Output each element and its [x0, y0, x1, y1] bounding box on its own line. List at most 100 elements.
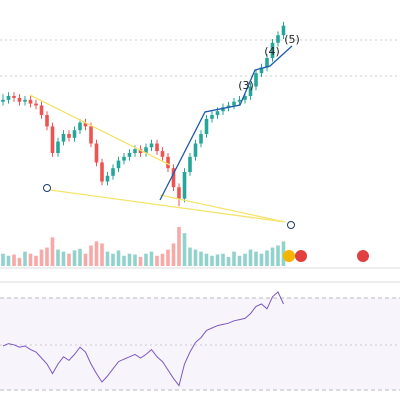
rsi-line: [2, 291, 284, 387]
candle-body: [199, 134, 203, 144]
volume-bar: [61, 251, 66, 266]
volume-bar: [83, 253, 88, 266]
volume-bar: [232, 251, 236, 266]
candle-body: [56, 141, 60, 153]
volume-bar: [100, 243, 104, 266]
volume-bar: [204, 253, 209, 266]
candle-body: [78, 122, 82, 131]
candle-body: [6, 96, 11, 100]
trend-line: [29, 94, 171, 166]
candle-body: [138, 149, 143, 153]
candle-body: [193, 143, 198, 157]
event-icon: [283, 250, 295, 262]
volume-bar: [270, 247, 275, 266]
marker: [43, 184, 51, 192]
volume-bar: [1, 253, 5, 266]
volume-bar: [182, 233, 187, 266]
volume-bar: [67, 253, 71, 266]
volume-bar: [34, 255, 38, 266]
candle-body: [111, 168, 115, 176]
candle-body: [39, 105, 44, 115]
candle-body: [166, 156, 170, 169]
wave-label: (3): [238, 79, 254, 92]
candle-body: [72, 130, 77, 138]
volume-bar: [28, 253, 33, 266]
volume-bar: [127, 253, 132, 266]
trend-line: [49, 189, 286, 223]
candle-body: [94, 143, 99, 163]
candle-body: [45, 115, 49, 127]
volume-bar: [276, 245, 280, 266]
volume-bar: [122, 255, 126, 266]
volume-bar: [243, 253, 247, 266]
volume-bar: [199, 251, 203, 266]
volume-bar: [171, 243, 176, 266]
candle-body: [61, 134, 66, 142]
candle-body: [221, 107, 225, 112]
candle-body: [149, 143, 154, 148]
candle-body: [237, 99, 242, 102]
volume-bar: [56, 249, 60, 266]
trend-line: [159, 194, 286, 223]
candle-body: [23, 99, 27, 102]
volume-bar: [111, 253, 115, 266]
candle-body: [89, 126, 93, 144]
candle-body: [265, 58, 269, 68]
volume-bar: [89, 245, 93, 266]
volume-bar: [105, 251, 110, 266]
candle-body: [177, 187, 181, 199]
volume-bar: [166, 249, 170, 266]
candle-body: [204, 118, 209, 134]
candle-body: [171, 168, 176, 188]
candle-body: [122, 156, 126, 161]
candle-body: [67, 134, 71, 138]
candle-body: [28, 99, 33, 104]
volume-bar: [193, 249, 198, 266]
volume-bar: [221, 253, 225, 266]
candle-body: [17, 97, 22, 102]
candle-body: [276, 35, 280, 43]
candle-body: [243, 96, 247, 100]
volume-bar: [72, 250, 77, 266]
volume-bar: [160, 253, 165, 266]
candle-body: [281, 25, 286, 36]
candle-body: [160, 151, 165, 157]
volume-bar: [12, 254, 16, 266]
candle-body: [50, 126, 55, 153]
volume-bar: [248, 249, 253, 266]
volume-bar: [116, 250, 121, 266]
volume-bar: [155, 255, 159, 266]
candle-body: [144, 147, 148, 153]
candle-body: [155, 143, 159, 152]
marker: [287, 221, 295, 229]
wave-label: (5): [284, 33, 300, 46]
flag-icon: [357, 250, 369, 262]
volume-bar: [133, 254, 137, 266]
volume-bar: [23, 251, 27, 266]
candle-body: [100, 162, 104, 182]
candle-body: [127, 153, 132, 157]
volume-bar: [45, 247, 49, 266]
volume-bar: [210, 255, 214, 266]
candle-body: [105, 175, 110, 182]
candle-body: [210, 115, 214, 119]
candle-body: [1, 99, 5, 102]
candle-body: [116, 160, 121, 169]
candle-body: [83, 122, 88, 127]
candle-body: [232, 101, 236, 106]
candle-body: [215, 111, 220, 115]
flag-icon: [295, 250, 307, 262]
volume-bar: [39, 249, 44, 266]
volume-bar: [6, 255, 11, 266]
volume-bar: [215, 254, 220, 266]
volume-bar: [50, 237, 55, 266]
volume-bar: [254, 251, 258, 266]
volume-bar: [259, 253, 264, 266]
wave-line: [159, 45, 293, 201]
candle-body: [248, 86, 253, 96]
rsi-band: [0, 298, 400, 390]
volume-bar: [17, 257, 22, 266]
volume-bar: [94, 241, 99, 266]
candle-body: [182, 172, 187, 199]
